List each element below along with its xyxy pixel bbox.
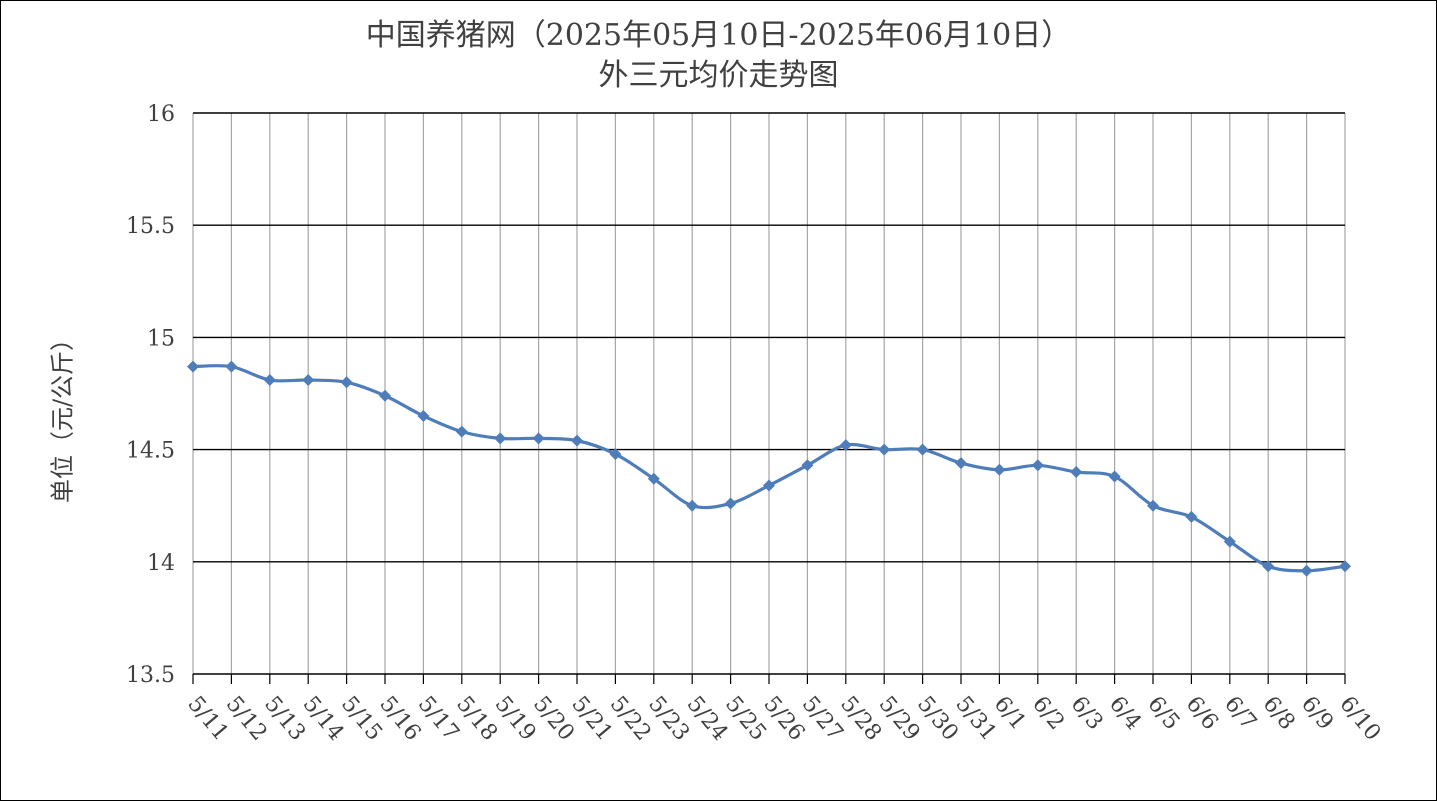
data-point-marker — [801, 459, 814, 472]
x-tick-label: 5/16 — [374, 692, 425, 746]
x-tick-label: 5/26 — [758, 692, 809, 746]
horizontal-gridlines — [193, 112, 1345, 675]
data-point-marker — [839, 439, 852, 452]
x-tick-label: 5/15 — [336, 692, 387, 746]
y-tick-label: 15.5 — [126, 214, 175, 239]
data-point-marker — [1147, 499, 1159, 512]
data-point-marker — [724, 497, 737, 510]
y-tick-label: 16 — [147, 102, 175, 127]
data-point-marker — [916, 443, 929, 456]
data-point-marker — [302, 374, 315, 387]
data-point-marker — [455, 425, 468, 438]
vertical-gridlines — [192, 113, 1346, 684]
data-point-marker — [187, 360, 199, 373]
x-tick-label: 6/4 — [1104, 692, 1146, 735]
data-point-marker — [532, 432, 545, 445]
x-tick-label: 5/17 — [413, 692, 464, 746]
y-tick-label: 14 — [147, 551, 175, 576]
data-point-marker — [1339, 560, 1351, 573]
x-tick-label: 5/12 — [221, 692, 272, 746]
chart-title-line2: 外三元均价走势图 — [598, 58, 839, 93]
data-point-marker — [1108, 470, 1121, 483]
y-tick-labels: 16 15.5 15 14.5 14 13.5 — [126, 102, 175, 688]
data-point-marker — [993, 463, 1006, 476]
x-tick-label: 6/3 — [1066, 692, 1108, 735]
data-point-marker — [494, 432, 507, 445]
x-tick-label: 5/11 — [182, 692, 233, 746]
y-tick-label: 13.5 — [126, 663, 175, 688]
data-point-marker — [955, 457, 967, 470]
x-tick-label: 5/24 — [682, 692, 733, 746]
data-point-marker — [1223, 535, 1236, 548]
chart-title-line1: 中国养猪网（2025年05月10日-2025年06月10日） — [365, 18, 1072, 53]
data-point-marker — [1185, 510, 1198, 523]
data-point-marker — [1262, 560, 1275, 573]
x-tick-label: 6/9 — [1296, 692, 1338, 735]
x-tick-label: 6/8 — [1258, 692, 1300, 735]
x-tick-label: 5/22 — [605, 692, 656, 746]
data-point-marker — [417, 409, 430, 422]
x-tick-label: 5/21 — [566, 692, 617, 746]
data-point-marker — [686, 499, 699, 512]
x-tick-label: 5/31 — [950, 692, 1001, 746]
data-point-marker — [379, 389, 391, 402]
x-tick-label: 5/14 — [298, 692, 349, 746]
x-tick-label: 6/10 — [1334, 692, 1385, 746]
x-tick-label: 5/28 — [835, 692, 886, 746]
x-tick-label: 6/6 — [1181, 692, 1223, 735]
x-tick-label: 5/25 — [720, 692, 771, 746]
data-point-marker — [263, 374, 276, 387]
x-tick-labels: 5/115/125/135/145/155/165/175/185/195/20… — [182, 692, 1385, 746]
data-point-marker — [763, 479, 775, 492]
y-tick-label: 15 — [147, 326, 175, 351]
x-tick-label: 5/27 — [797, 692, 848, 746]
x-tick-label: 5/30 — [912, 692, 963, 746]
x-tick-label: 5/13 — [259, 692, 310, 746]
data-point-marker — [609, 448, 622, 461]
data-point-marker — [878, 443, 891, 456]
data-point-marker — [225, 360, 238, 373]
x-tick-label: 6/7 — [1219, 692, 1261, 735]
data-point-marker — [1070, 466, 1083, 479]
series-layer — [187, 360, 1351, 577]
data-point-marker — [1031, 459, 1044, 472]
data-point-marker — [571, 434, 583, 447]
x-tick-label: 5/23 — [643, 692, 694, 746]
x-tick-label: 6/2 — [1027, 692, 1069, 735]
data-point-marker — [647, 472, 660, 485]
x-tick-label: 6/5 — [1142, 692, 1184, 735]
data-point-marker — [1300, 564, 1313, 577]
y-tick-label: 14.5 — [126, 439, 175, 464]
x-tick-label: 5/20 — [528, 692, 579, 746]
data-point-marker — [340, 376, 353, 389]
x-tick-label: 5/19 — [490, 692, 541, 746]
x-tick-label: 5/29 — [874, 692, 925, 746]
x-tick-label: 5/18 — [451, 692, 502, 746]
